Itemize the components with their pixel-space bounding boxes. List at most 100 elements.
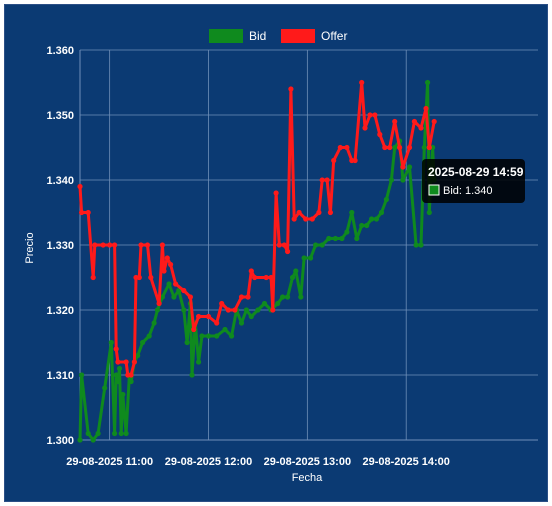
data-point-bid[interactable] xyxy=(248,313,254,320)
data-point-bid[interactable] xyxy=(116,365,123,372)
data-point-bid[interactable] xyxy=(319,242,325,248)
data-point-offer[interactable] xyxy=(112,242,118,248)
data-point-offer[interactable] xyxy=(372,112,378,118)
data-point-bid[interactable] xyxy=(146,333,152,339)
data-point-bid[interactable] xyxy=(214,333,220,339)
data-point-bid[interactable] xyxy=(123,430,129,437)
data-point-offer[interactable] xyxy=(181,287,187,294)
data-point-offer[interactable] xyxy=(159,242,165,248)
data-point-bid[interactable] xyxy=(280,294,286,300)
data-point-offer[interactable] xyxy=(115,359,121,365)
data-point-offer[interactable] xyxy=(270,307,276,313)
data-point-offer[interactable] xyxy=(263,274,269,281)
data-point-bid[interactable] xyxy=(383,196,389,203)
data-point-bid[interactable] xyxy=(406,164,413,170)
data-point-offer[interactable] xyxy=(362,125,368,131)
data-point-offer[interactable] xyxy=(173,281,179,287)
data-point-bid[interactable] xyxy=(243,307,249,313)
data-point-offer[interactable] xyxy=(123,359,129,365)
data-point-offer[interactable] xyxy=(337,144,343,151)
data-point-bid[interactable] xyxy=(354,235,360,242)
data-point-bid[interactable] xyxy=(113,372,119,378)
data-point-offer[interactable] xyxy=(367,112,373,118)
data-point-bid[interactable] xyxy=(426,209,432,216)
data-point-offer[interactable] xyxy=(397,144,403,151)
data-point-bid[interactable] xyxy=(222,326,228,333)
data-point-offer[interactable] xyxy=(411,118,417,125)
data-point-offer[interactable] xyxy=(327,209,333,216)
data-point-offer[interactable] xyxy=(252,274,258,281)
data-point-bid[interactable] xyxy=(181,307,187,313)
data-point-bid[interactable] xyxy=(392,144,398,151)
data-point-offer[interactable] xyxy=(276,242,282,248)
data-point-bid[interactable] xyxy=(301,255,307,261)
data-point-bid[interactable] xyxy=(159,294,165,300)
data-point-bid[interactable] xyxy=(298,294,304,300)
data-point-offer[interactable] xyxy=(285,248,291,255)
data-point-offer[interactable] xyxy=(309,216,315,222)
data-point-offer[interactable] xyxy=(324,177,330,183)
data-point-bid[interactable] xyxy=(189,372,195,378)
data-point-offer[interactable] xyxy=(387,144,393,151)
data-point-offer[interactable] xyxy=(225,307,231,313)
data-point-bid[interactable] xyxy=(151,320,157,326)
data-point-offer[interactable] xyxy=(85,209,91,216)
data-point-bid[interactable] xyxy=(115,378,121,385)
data-point-offer[interactable] xyxy=(156,300,162,307)
data-point-offer[interactable] xyxy=(107,242,113,248)
data-point-bid[interactable] xyxy=(108,339,114,346)
data-point-offer[interactable] xyxy=(232,307,238,313)
data-point-bid[interactable] xyxy=(308,255,314,261)
data-point-bid[interactable] xyxy=(388,177,394,183)
data-point-bid[interactable] xyxy=(255,307,261,313)
data-point-offer[interactable] xyxy=(128,372,134,378)
data-point-bid[interactable] xyxy=(349,209,355,216)
data-point-bid[interactable] xyxy=(238,320,245,326)
data-point-offer[interactable] xyxy=(138,242,144,248)
data-point-bid[interactable] xyxy=(171,294,177,300)
data-point-bid[interactable] xyxy=(154,307,160,313)
data-point-offer[interactable] xyxy=(273,190,279,196)
data-point-offer[interactable] xyxy=(168,261,174,268)
data-point-offer[interactable] xyxy=(316,209,322,216)
data-point-bid[interactable] xyxy=(332,235,338,242)
data-point-offer[interactable] xyxy=(191,326,197,333)
data-point-offer[interactable] xyxy=(196,313,202,320)
data-point-offer[interactable] xyxy=(92,242,98,248)
data-point-bid[interactable] xyxy=(118,430,124,437)
data-point-bid[interactable] xyxy=(421,144,427,151)
data-point-offer[interactable] xyxy=(161,268,167,274)
data-point-offer[interactable] xyxy=(214,320,220,326)
data-point-offer[interactable] xyxy=(90,274,96,281)
data-point-offer[interactable] xyxy=(100,242,106,248)
data-point-bid[interactable] xyxy=(196,359,202,365)
data-point-offer[interactable] xyxy=(77,183,83,190)
data-point-offer[interactable] xyxy=(219,300,225,307)
data-point-offer[interactable] xyxy=(392,118,398,125)
data-point-bid[interactable] xyxy=(289,274,296,281)
data-point-offer[interactable] xyxy=(205,313,212,320)
data-point-bid[interactable] xyxy=(364,222,370,229)
data-point-bid[interactable] xyxy=(85,430,91,437)
data-point-bid[interactable] xyxy=(344,229,350,235)
data-point-offer[interactable] xyxy=(319,177,325,183)
data-point-bid[interactable] xyxy=(128,378,134,385)
data-point-offer[interactable] xyxy=(248,268,254,274)
data-point-bid[interactable] xyxy=(184,339,190,346)
data-point-offer[interactable] xyxy=(79,209,85,216)
data-point-bid[interactable] xyxy=(166,281,172,287)
data-point-bid[interactable] xyxy=(378,209,385,216)
data-point-bid[interactable] xyxy=(261,300,268,307)
data-point-bid[interactable] xyxy=(373,216,380,222)
data-point-bid[interactable] xyxy=(205,333,212,339)
data-point-offer[interactable] xyxy=(331,157,337,164)
data-point-bid[interactable] xyxy=(229,333,235,339)
data-point-offer[interactable] xyxy=(406,144,413,151)
data-point-bid[interactable] xyxy=(425,79,431,86)
data-point-bid[interactable] xyxy=(369,216,375,222)
data-point-bid[interactable] xyxy=(79,372,85,378)
data-point-bid[interactable] xyxy=(326,235,332,242)
legend-item-offer[interactable]: Offer xyxy=(281,29,347,43)
data-point-offer[interactable] xyxy=(268,274,274,281)
data-point-offer[interactable] xyxy=(187,294,193,300)
